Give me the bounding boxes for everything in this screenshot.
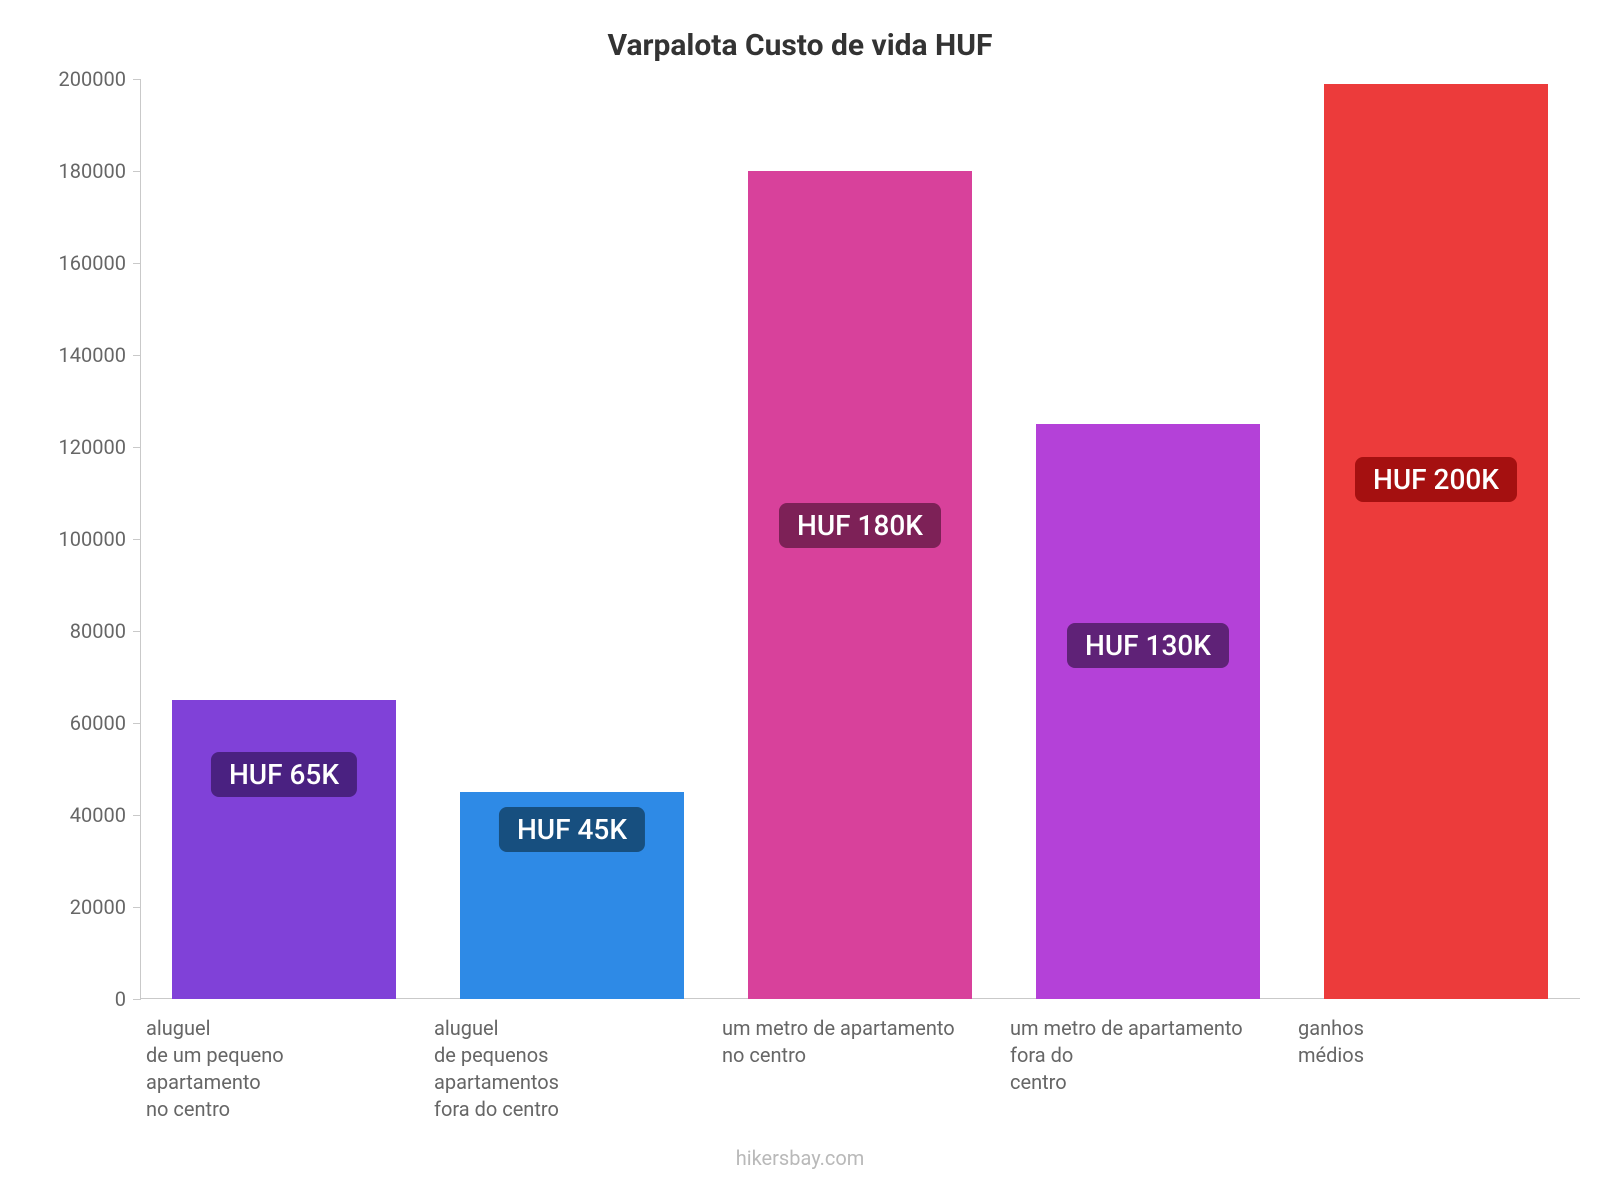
y-axis-tick-label: 100000: [59, 527, 126, 551]
bar-value-badge: HUF 200K: [1355, 457, 1517, 502]
x-axis-category-label: um metro de apartamento no centro: [722, 999, 1004, 1069]
y-axis-tick-label: 20000: [70, 895, 126, 919]
y-axis-tick: 60000: [70, 711, 140, 735]
y-axis-tick-label: 80000: [70, 619, 126, 643]
y-axis-tick: 0: [115, 987, 140, 1011]
chart-bar: HUF 180K: [748, 171, 973, 999]
y-axis-tick-mark: [133, 907, 141, 908]
x-axis-category-label: ganhos médios: [1298, 999, 1580, 1069]
chart-container: Varpalota Custo de vida HUF 020000400006…: [0, 0, 1600, 1200]
y-axis-tick-mark: [133, 999, 141, 1000]
y-axis-tick: 20000: [70, 895, 140, 919]
y-axis-tick: 180000: [59, 159, 140, 183]
chart-title: Varpalota Custo de vida HUF: [40, 28, 1560, 63]
bar-value-badge: HUF 45K: [499, 807, 645, 852]
x-axis-category-label: um metro de apartamento fora do centro: [1010, 999, 1292, 1096]
y-axis-tick: 80000: [70, 619, 140, 643]
y-axis-tick-mark: [133, 723, 141, 724]
source-attribution: hikersbay.com: [0, 1146, 1600, 1170]
y-axis-tick-mark: [133, 79, 141, 80]
y-axis-tick: 120000: [59, 435, 140, 459]
bar-value-badge: HUF 130K: [1067, 623, 1229, 668]
y-axis-tick-mark: [133, 447, 141, 448]
chart-plot-area: 0200004000060000800001000001200001400001…: [140, 79, 1580, 999]
bar-value-badge: HUF 65K: [211, 752, 357, 797]
y-axis-tick-mark: [133, 263, 141, 264]
x-axis-category-label: aluguel de um pequeno apartamento no cen…: [146, 999, 428, 1123]
y-axis-tick: 100000: [59, 527, 140, 551]
y-axis-tick: 160000: [59, 251, 140, 275]
x-axis-category-label: aluguel de pequenos apartamentos fora do…: [434, 999, 716, 1123]
y-axis-tick: 40000: [70, 803, 140, 827]
y-axis-tick: 200000: [59, 67, 140, 91]
y-axis-tick-mark: [133, 631, 141, 632]
y-axis-tick-label: 0: [115, 987, 126, 1011]
y-axis-tick-label: 200000: [59, 67, 126, 91]
chart-bar: HUF 200K: [1324, 84, 1549, 999]
chart-bar: HUF 65K: [172, 700, 397, 999]
y-axis-tick-label: 120000: [59, 435, 126, 459]
y-axis-tick-mark: [133, 815, 141, 816]
chart-bar: HUF 130K: [1036, 424, 1261, 999]
y-axis-tick-mark: [133, 171, 141, 172]
y-axis-tick-mark: [133, 539, 141, 540]
y-axis-tick-label: 160000: [59, 251, 126, 275]
chart-bar: HUF 45K: [460, 792, 685, 999]
y-axis-tick-label: 140000: [59, 343, 126, 367]
bar-value-badge: HUF 180K: [779, 503, 941, 548]
y-axis-tick-label: 40000: [70, 803, 126, 827]
y-axis-tick-label: 180000: [59, 159, 126, 183]
y-axis-tick-label: 60000: [70, 711, 126, 735]
y-axis-tick-mark: [133, 355, 141, 356]
y-axis-tick: 140000: [59, 343, 140, 367]
